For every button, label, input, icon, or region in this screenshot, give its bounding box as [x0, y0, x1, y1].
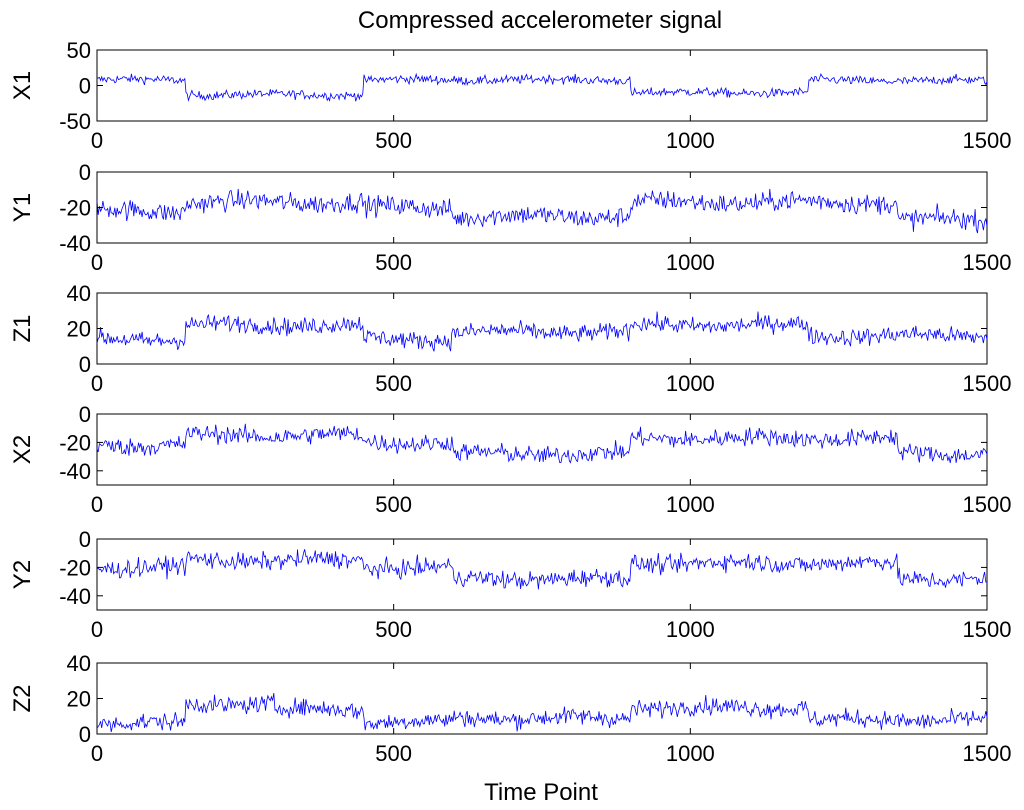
plot-frame — [96, 171, 988, 244]
x-tick-label: 1500 — [963, 128, 1012, 153]
y-tick-label: -40 — [59, 231, 91, 256]
x-tick-label: 0 — [91, 128, 103, 153]
y-tick-label: -50 — [59, 109, 91, 134]
y-axis-label: Y1 — [9, 193, 36, 222]
y-tick-label: -20 — [59, 196, 91, 221]
x-tick-label: 1000 — [666, 492, 715, 517]
y-tick-label: 0 — [79, 352, 91, 377]
y-axis-label: X1 — [9, 71, 36, 100]
series-line-z2 — [96, 692, 988, 733]
y-tick-label: 40 — [67, 651, 91, 676]
series-line-x2 — [96, 423, 988, 464]
x-tick-label: 1500 — [963, 741, 1012, 766]
subplot-z2: 40 20 00 500 1000 1500 Z2 — [9, 651, 1011, 766]
y-tick-label: 0 — [79, 722, 91, 747]
x-tick-label: 1500 — [963, 617, 1012, 642]
y-tick-label: 50 — [67, 38, 91, 63]
x-tick-label: 0 — [91, 741, 103, 766]
series-line-y2 — [96, 549, 988, 590]
x-axis-label: Time Point — [484, 779, 598, 806]
x-tick-label: 1000 — [666, 371, 715, 396]
plot-frame — [96, 662, 988, 735]
subplot-z1: 40 20 00 500 1000 1500 Z1 — [9, 281, 1011, 396]
y-tick-label: 0 — [79, 74, 91, 99]
y-axis-label: Z2 — [9, 684, 36, 712]
x-tick-label: 500 — [375, 128, 412, 153]
y-tick-label: -20 — [59, 430, 91, 455]
x-tick-label: 0 — [91, 492, 103, 517]
x-tick-label: 500 — [375, 492, 412, 517]
plot-frame — [96, 49, 988, 122]
y-tick-label: -20 — [59, 555, 91, 580]
x-tick-label: 0 — [91, 371, 103, 396]
x-tick-label: 1000 — [666, 741, 715, 766]
y-tick-label: 20 — [67, 317, 91, 342]
plot-frame — [96, 292, 988, 365]
series-line-z1 — [96, 311, 988, 352]
x-tick-label: 1000 — [666, 250, 715, 275]
y-tick-label: -40 — [59, 459, 91, 484]
x-tick-label: 1500 — [963, 371, 1012, 396]
y-tick-label: 0 — [79, 527, 91, 552]
y-axis-label: X2 — [9, 435, 36, 464]
y-axis-label: Y2 — [9, 560, 36, 589]
plot-frame — [96, 413, 988, 486]
x-tick-label: 500 — [375, 371, 412, 396]
y-tick-label: 0 — [79, 160, 91, 185]
y-tick-label: 0 — [79, 402, 91, 427]
x-tick-label: 1500 — [963, 492, 1012, 517]
x-tick-label: 500 — [375, 250, 412, 275]
x-tick-label: 0 — [91, 250, 103, 275]
y-tick-label: 40 — [67, 281, 91, 306]
series-line-x1 — [96, 72, 988, 102]
x-tick-label: 1500 — [963, 250, 1012, 275]
y-tick-label: -40 — [59, 584, 91, 609]
x-tick-label: 1000 — [666, 617, 715, 642]
x-tick-label: 500 — [375, 741, 412, 766]
y-tick-label: 20 — [67, 687, 91, 712]
chart-title: Compressed accelerometer signal — [358, 7, 722, 34]
x-tick-label: 500 — [375, 617, 412, 642]
y-axis-label: Z1 — [9, 314, 36, 342]
x-tick-label: 0 — [91, 617, 103, 642]
series-line-y1 — [96, 188, 988, 234]
x-tick-label: 1000 — [666, 128, 715, 153]
